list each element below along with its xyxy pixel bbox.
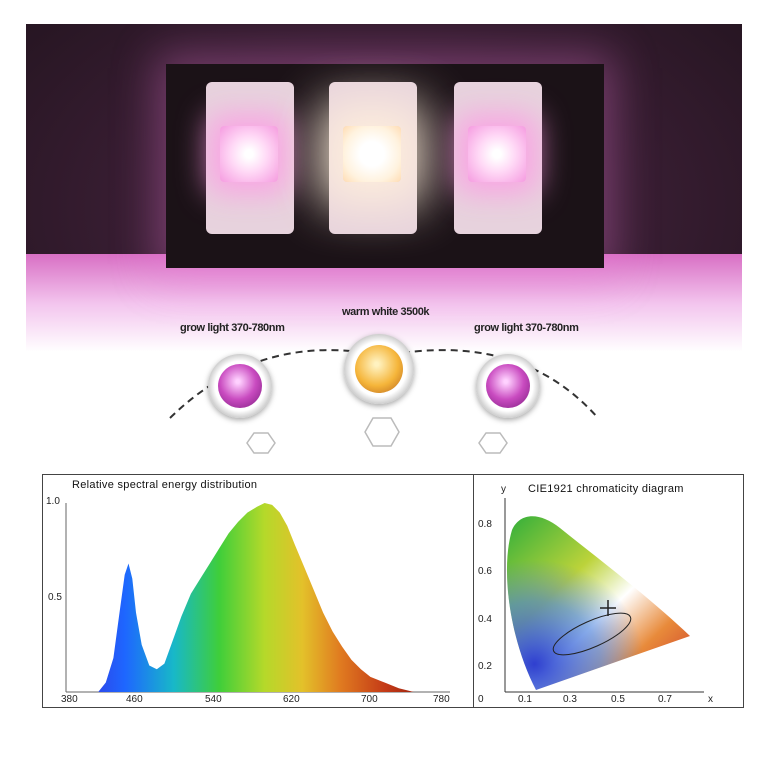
cie-y-axis-label: y [501, 484, 506, 495]
cob-module-left [206, 82, 294, 234]
grow-light-lens-left-icon [208, 354, 272, 418]
cie-y-tick: 0 [478, 694, 484, 705]
spectrum-y-tick: 1.0 [46, 496, 60, 507]
cie-y-tick: 0.4 [478, 614, 492, 625]
cie-x-axis-label: x [708, 694, 713, 705]
cie-y-tick: 0.6 [478, 566, 492, 577]
cie-title: CIE1921 chromaticity diagram [528, 483, 684, 495]
charts-divider [473, 475, 474, 707]
cie-blue-region [506, 516, 690, 690]
label-warm-white: warm white 3500k [342, 306, 430, 318]
label-grow-light-left: grow light 370-780nm [180, 322, 285, 334]
spectrum-x-tick: 380 [61, 694, 78, 705]
spectrum-x-tick: 620 [283, 694, 300, 705]
spectrum-x-tick: 700 [361, 694, 378, 705]
cob-module-right [454, 82, 542, 234]
spectrum-x-tick: 780 [433, 694, 450, 705]
hexagon-mark-left [246, 432, 276, 454]
cie-x-tick: 0.1 [518, 694, 532, 705]
spectrum-title: Relative spectral energy distribution [72, 479, 258, 491]
spectrum-area [98, 503, 414, 692]
hexagon-mark-center [364, 417, 400, 447]
cie-x-tick: 0.7 [658, 694, 672, 705]
spectrum-x-tick: 540 [205, 694, 222, 705]
cie-y-tick: 0.8 [478, 519, 492, 530]
spectrum-y-tick: 0.5 [48, 592, 62, 603]
planckian-locus [552, 612, 632, 656]
cob-chip-center [343, 126, 401, 182]
cie-y-tick: 0.2 [478, 661, 492, 672]
spectrum-x-tick: 460 [126, 694, 143, 705]
cob-chip-left [220, 126, 278, 182]
hexagon-mark-right [478, 432, 508, 454]
cob-chip-right [468, 126, 526, 182]
cob-module-center [329, 82, 417, 234]
cie-x-tick: 0.5 [611, 694, 625, 705]
warm-white-lens-icon [344, 334, 414, 404]
cie-x-tick: 0.3 [563, 694, 577, 705]
label-grow-light-right: grow light 370-780nm [474, 322, 579, 334]
grow-light-lens-right-icon [476, 354, 540, 418]
